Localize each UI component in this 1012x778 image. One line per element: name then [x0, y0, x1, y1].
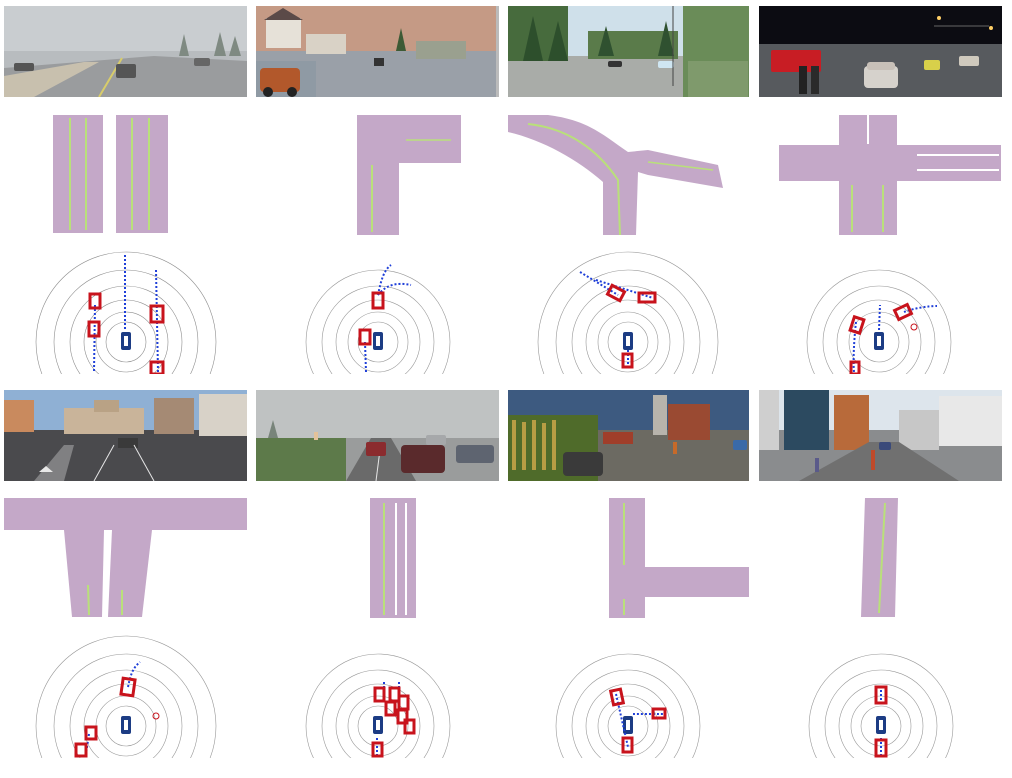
- lidar-scene-7: [508, 632, 749, 758]
- lidar-plan-2: [305, 264, 451, 374]
- camera-scene-4: [759, 6, 1002, 97]
- camera-scene-7: [508, 390, 749, 481]
- lidar-scene-3: [508, 250, 749, 374]
- curved-junction-map: [508, 115, 723, 236]
- lidar-plan-1: [35, 251, 217, 374]
- bev-scene-3: [508, 110, 749, 236]
- lidar-plan-4: [806, 269, 952, 374]
- camera-scene-6: [256, 390, 499, 481]
- t-junction-right-map: [357, 115, 461, 235]
- lidar-plan-8: [808, 653, 954, 758]
- lidar-plan-3: [537, 251, 719, 374]
- four-way-junction-map: [779, 115, 1001, 235]
- bev-scene-8: [759, 495, 1002, 619]
- t-junction-map: [4, 498, 247, 617]
- rural-farm-image: [508, 390, 749, 481]
- lidar-scene-5: [4, 632, 247, 758]
- bev-scene-4: [759, 110, 1002, 236]
- foggy-highway-image: [4, 6, 247, 97]
- bev-scene-1: [4, 110, 247, 236]
- foggy-traffic-image: [256, 390, 499, 481]
- night-intersection-image: [759, 6, 1002, 97]
- lidar-scene-8: [759, 632, 1002, 758]
- city-plaza-image: [4, 390, 247, 481]
- straight-road-map-2: [370, 498, 416, 618]
- camera-scene-5: [4, 390, 247, 481]
- bev-scene-6: [256, 495, 499, 619]
- lidar-scene-2: [256, 250, 499, 374]
- camera-scene-3: [508, 6, 749, 97]
- bev-scene-5: [4, 495, 247, 619]
- lidar-scene-4: [759, 250, 1002, 374]
- lidar-plan-6: [305, 653, 451, 758]
- l-junction-map: [609, 498, 749, 618]
- bev-scene-7: [508, 495, 749, 619]
- suburban-street-image: [256, 6, 499, 97]
- lidar-scene-6: [256, 632, 499, 758]
- camera-scene-8: [759, 390, 1002, 481]
- downtown-street-image: [759, 390, 1002, 481]
- lidar-plan-7: [555, 653, 701, 758]
- camera-scene-2: [256, 6, 499, 97]
- lidar-scene-1: [4, 250, 247, 374]
- bev-scene-2: [256, 110, 499, 236]
- lidar-plan-5: [35, 635, 217, 758]
- diagonal-road-map: [861, 498, 898, 617]
- forest-intersection-image: [508, 6, 749, 97]
- camera-scene-1: [4, 6, 247, 97]
- straight-road-map: [53, 115, 168, 233]
